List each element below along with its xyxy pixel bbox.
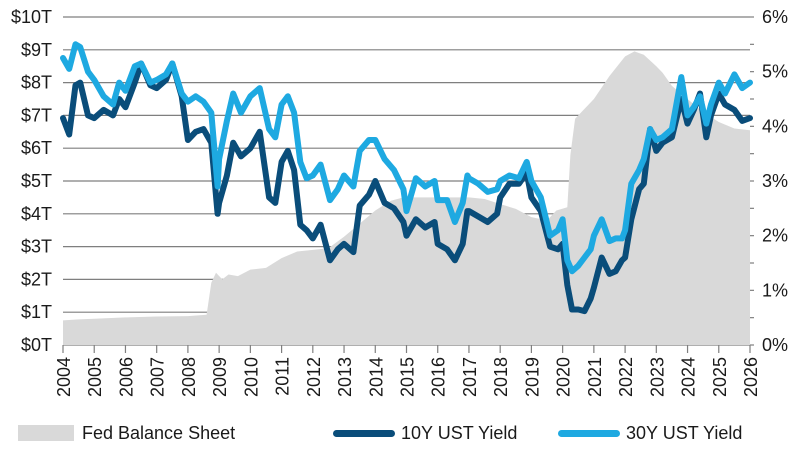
- left-axis: $0T $1T $2T $3T $4T $5T $6T $7T $8T $9T $10T: [11, 7, 52, 355]
- right-axis: 0% 1% 2% 3% 4% 5% 6%: [750, 7, 788, 355]
- x-tick-label: 2022: [616, 357, 636, 397]
- x-tick-label: 2008: [179, 357, 199, 397]
- yield-lines-group: [60, 41, 753, 315]
- legend-item-fed-balance-sheet: Fed Balance Sheet: [18, 418, 235, 448]
- left-tick-label: $0T: [21, 335, 52, 355]
- right-tick-label: 0%: [762, 335, 788, 355]
- legend-item-10y-yield: 10Y UST Yield: [333, 418, 517, 448]
- right-tick-label: 5%: [762, 62, 788, 82]
- left-tick-label: $4T: [21, 204, 52, 224]
- left-tick-label: $5T: [21, 171, 52, 191]
- legend-swatch-line: [558, 429, 620, 437]
- left-tick-label: $2T: [21, 269, 52, 289]
- line-30y-ust-yield: [60, 41, 753, 275]
- left-tick-label: $6T: [21, 138, 52, 158]
- x-tick-label: 2019: [522, 357, 542, 397]
- legend-item-30y-yield: 30Y UST Yield: [558, 418, 742, 448]
- legend-label: Fed Balance Sheet: [82, 422, 236, 443]
- left-tick-label: $8T: [21, 73, 52, 93]
- x-tick-label: 2013: [335, 357, 355, 397]
- legend-label: 30Y UST Yield: [626, 422, 743, 443]
- x-tick-label: 2007: [148, 357, 168, 397]
- legend-swatch-area: [18, 425, 74, 441]
- x-tick-label: 2014: [366, 357, 386, 397]
- legend-label: 10Y UST Yield: [401, 422, 518, 443]
- x-tick-label: 2004: [54, 357, 74, 397]
- right-tick-label: 6%: [762, 7, 788, 27]
- right-tick-label: 1%: [762, 280, 788, 300]
- x-tick-label: 2016: [429, 357, 449, 397]
- x-tick-label: 2023: [647, 357, 667, 397]
- x-tick-label: 2006: [116, 357, 136, 397]
- x-axis: 2004 2005 2006 2007 2008 2009 2010 2011 2012 2013…: [54, 345, 761, 397]
- x-tick-label: 2011: [273, 357, 293, 396]
- x-tick-label: 2005: [85, 357, 105, 397]
- legend: Fed Balance Sheet 10Y UST Yield 30Y UST …: [0, 418, 800, 448]
- right-tick-label: 2%: [762, 226, 788, 246]
- x-tick-label: 2024: [679, 357, 699, 397]
- left-tick-label: $7T: [21, 105, 52, 125]
- right-tick-label: 4%: [762, 116, 788, 136]
- left-tick-label: $9T: [21, 40, 52, 60]
- x-tick-label: 2009: [210, 357, 230, 397]
- x-tick-label: 2012: [304, 357, 324, 397]
- left-tick-label: $3T: [21, 237, 52, 257]
- line-10y-ust-yield: [60, 60, 753, 315]
- left-tick-label: $1T: [21, 302, 52, 322]
- right-tick-label: 3%: [762, 171, 788, 191]
- legend-swatch-line: [333, 429, 395, 437]
- x-tick-label: 2015: [398, 357, 418, 397]
- x-tick-label: 2021: [585, 357, 605, 397]
- x-tick-label: 2025: [710, 357, 730, 397]
- x-tick-label: 2017: [460, 357, 480, 397]
- left-tick-label: $10T: [11, 7, 52, 27]
- x-tick-label: 2020: [554, 357, 574, 397]
- x-tick-label: 2026: [741, 357, 761, 397]
- x-tick-label: 2010: [241, 357, 261, 397]
- x-tick-label: 2018: [491, 357, 511, 397]
